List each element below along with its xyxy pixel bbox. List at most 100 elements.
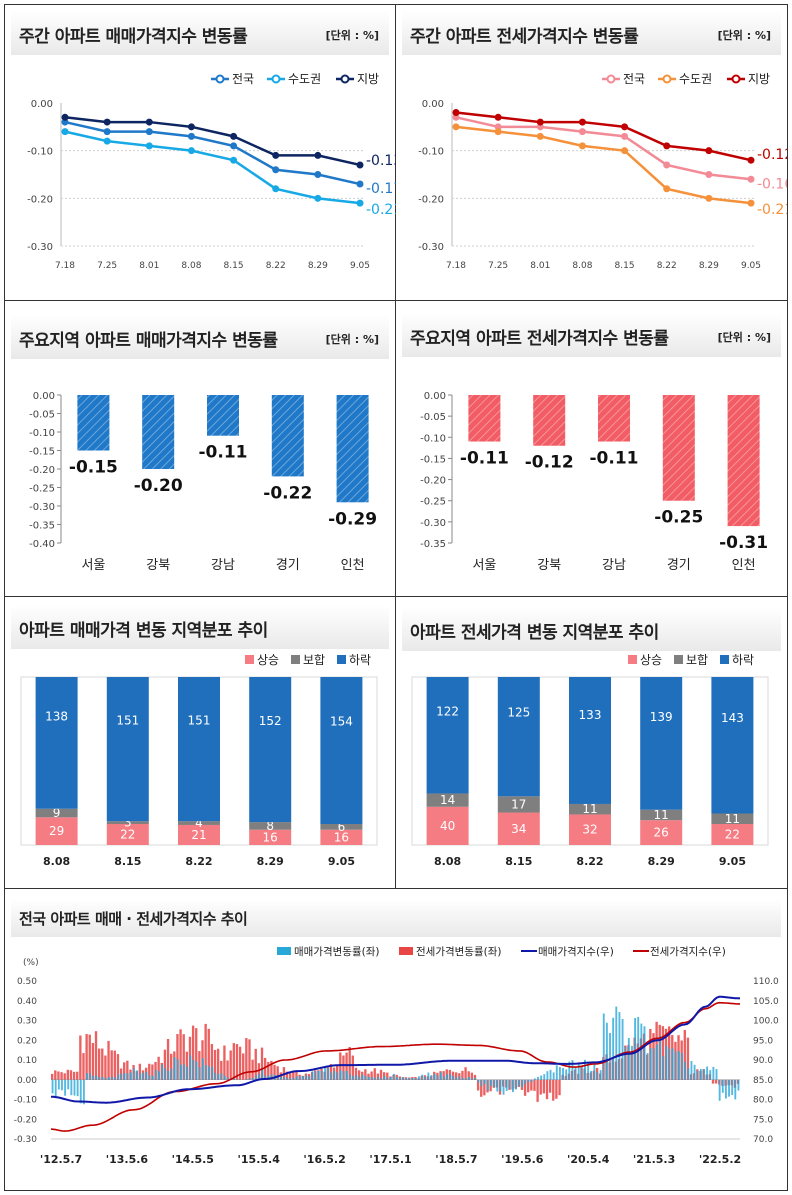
y-right-tick-label: 80.0 — [753, 1096, 773, 1106]
sale-rate-bar — [339, 1070, 342, 1080]
sale-rate-bar — [54, 1079, 57, 1098]
sale-rate-bar — [427, 1072, 430, 1080]
stack-value-label: 3 — [124, 816, 132, 830]
y-left-tick-label: 0.00 — [17, 1076, 37, 1086]
bar-서울 — [77, 395, 110, 451]
sale-rate-bar — [389, 1076, 392, 1080]
y-tick-label: -0.25 — [420, 497, 446, 508]
jeonse-rate-bar — [216, 1048, 220, 1080]
jeonse-rate-bar — [483, 1079, 486, 1096]
jeonse-rate-bar — [113, 1050, 116, 1080]
y-right-tick-label: 90.0 — [753, 1056, 773, 1066]
sale-rate-bar — [352, 1075, 355, 1080]
jeonse-rate-bar — [289, 1073, 292, 1080]
jeonse-rate-bar — [373, 1068, 376, 1080]
stack-value-label: 17 — [511, 797, 526, 811]
sale-rate-bar — [98, 1077, 101, 1080]
sale-rate-bar — [593, 1063, 596, 1080]
stack-value-label: 151 — [188, 714, 211, 728]
sale-rate-bar — [346, 1071, 348, 1080]
panel-header: 아파트 전세가격 변동 지역분포 추이 — [402, 607, 781, 651]
sale-rate-bar — [136, 1070, 139, 1080]
sale-rate-bar — [568, 1061, 571, 1080]
unit-label: [단위 : %] — [325, 333, 379, 346]
panel-title: 아파트 매매가격 변동 지역분포 추이 — [19, 621, 268, 641]
stack-value-label: 154 — [330, 715, 353, 729]
sale-rate-bar — [681, 1053, 684, 1080]
legend-swatch — [291, 655, 300, 664]
data-point — [663, 161, 671, 169]
sale-rate-bar — [646, 1053, 649, 1080]
data-point — [536, 132, 544, 140]
jeonse-rate-bar — [210, 1044, 214, 1080]
stack-보합 — [106, 821, 149, 824]
sale-rate-bar — [665, 1045, 668, 1080]
sale-rate-bar — [718, 1079, 721, 1101]
jeonse-rate-bar — [260, 1047, 264, 1080]
jeonse-rate-bar — [348, 1046, 351, 1080]
sale-rate-bar — [471, 1078, 474, 1080]
panel-dist-sale: 아파트 매매가격 변동 지역분포 추이 29 9 138 8.08 22 3 151 8.15… — [5, 597, 396, 889]
stack-하락 — [178, 677, 220, 822]
bar-value-label: -0.11 — [590, 449, 639, 469]
stack-하락 — [106, 677, 149, 822]
legend-marker — [271, 74, 281, 84]
sale-rate-bar — [584, 1059, 586, 1080]
sale-rate-bar — [270, 1074, 273, 1080]
stack-value-label: 4 — [195, 816, 203, 830]
sale-rate-bar — [214, 1072, 217, 1080]
jeonse-rate-bar — [257, 1063, 261, 1080]
jeonse-rate-bar — [267, 1061, 270, 1080]
sale-rate-bar — [86, 1073, 88, 1080]
stack-value-label: 14 — [440, 793, 455, 807]
sale-rate-bar — [264, 1075, 267, 1080]
data-point — [356, 180, 364, 188]
jeonse-rate-bar — [220, 1060, 223, 1080]
sale-rate-bar — [95, 1075, 98, 1080]
data-point — [356, 161, 364, 169]
y-tick-label: 0.00 — [422, 99, 444, 110]
jeonse-rate-bar — [273, 1064, 276, 1080]
sale-rate-bar — [558, 1067, 561, 1080]
sale-rate-bar — [468, 1077, 471, 1080]
data-point — [314, 171, 322, 178]
jeonse-rate-bar — [552, 1079, 555, 1101]
sale-rate-bar — [355, 1075, 358, 1080]
bar-value-label: -0.29 — [328, 509, 377, 529]
legend-label: 전국 — [623, 72, 645, 86]
sale-rate-bar — [183, 1064, 186, 1080]
category-label: 서울 — [472, 558, 496, 573]
jeonse-rate-bar — [342, 1055, 345, 1080]
sale-rate-bar — [299, 1076, 301, 1080]
stack-value-label: 32 — [582, 823, 597, 837]
sale-rate-bar — [580, 1065, 583, 1080]
y-right-tick-label: 95.0 — [753, 1036, 773, 1046]
category-label: 8.22 — [185, 855, 212, 868]
series-line-수도권 — [64, 130, 361, 205]
jeonse-rate-bar — [382, 1072, 386, 1080]
jeonse-rate-bar — [364, 1069, 367, 1080]
x-tick-label: '12.5.7 — [40, 1153, 82, 1166]
sale-rate-bar — [602, 1013, 605, 1080]
stack-value-label: 152 — [259, 714, 282, 728]
stack-value-label: 8 — [266, 819, 274, 833]
data-point — [145, 118, 153, 126]
y-unit-label: (%) — [23, 958, 39, 968]
sale-rate-bar — [480, 1079, 483, 1087]
sale-rate-bar — [465, 1077, 467, 1080]
data-point — [705, 147, 713, 155]
jeonse-rate-bar — [76, 1071, 79, 1080]
y-tick-label: -0.35 — [29, 521, 55, 532]
sale-rate-bar — [402, 1077, 405, 1080]
sale-rate-bar — [189, 1055, 192, 1080]
y-left-tick-label: -0.20 — [14, 1115, 38, 1125]
stack-하락 — [249, 677, 292, 823]
jeonse-rate-bar — [198, 1051, 201, 1080]
stack-보합 — [249, 822, 292, 830]
stack-하락 — [711, 677, 754, 814]
sale-rate-bar — [280, 1077, 283, 1080]
sale-rate-bar — [671, 1048, 674, 1080]
end-value-label: -0.17 — [366, 181, 396, 197]
category-label: 8.15 — [114, 855, 141, 868]
data-point — [747, 175, 755, 183]
